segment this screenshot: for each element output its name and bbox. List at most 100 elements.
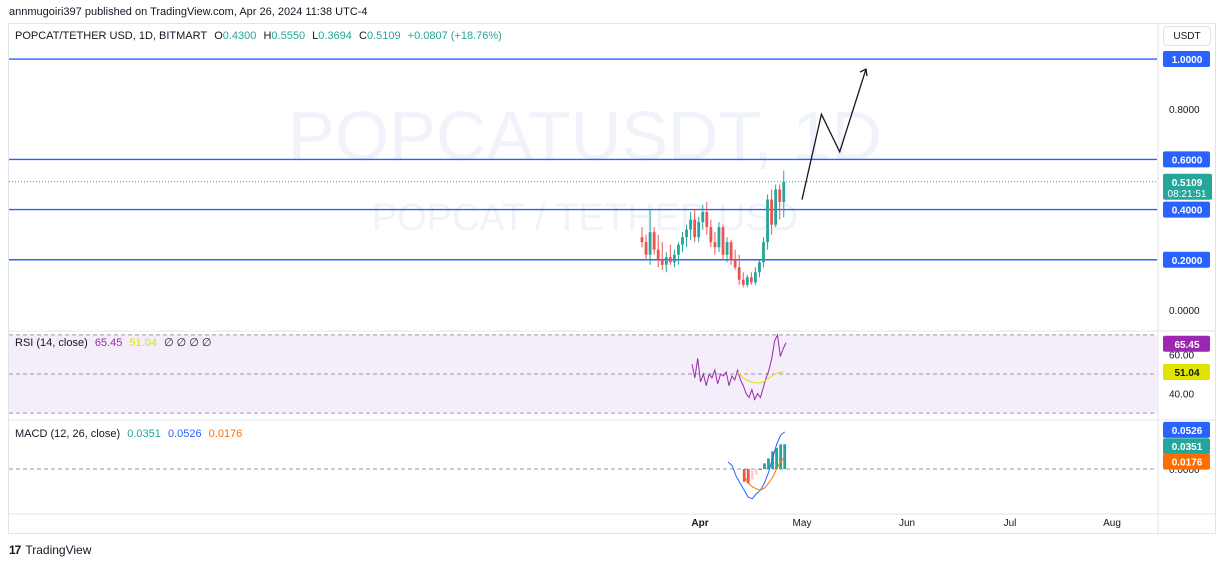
- rsi-legend: RSI (14, close) 65.45 51.04 ∅ ∅ ∅ ∅: [15, 336, 216, 349]
- rsi-title[interactable]: RSI (14, close): [15, 337, 88, 349]
- candle-body-27: [749, 277, 753, 283]
- candle-body-11: [685, 229, 688, 238]
- last-price-value: 0.5109: [1172, 178, 1203, 189]
- histogram-value: 0.0176: [208, 428, 243, 440]
- candle-body-28: [754, 272, 757, 283]
- rsi-ma-label: 51.04: [1174, 368, 1199, 379]
- macd-hist-bar-10: [767, 458, 770, 470]
- rsi-value: 65.45: [94, 337, 123, 349]
- candle-body-13: [693, 219, 697, 238]
- projection-arrowhead-icon: [859, 68, 868, 77]
- level-label-3: 0.2000: [1172, 256, 1203, 267]
- candle-body-15: [701, 212, 705, 223]
- price-axis-tick-1: 0.8000: [1169, 105, 1200, 116]
- macd-axis-tick-0: 0.0000: [1169, 465, 1200, 476]
- level-label-1-bg: [1163, 151, 1210, 168]
- candle-body-18: [713, 242, 717, 248]
- candle-body-0: [640, 237, 644, 243]
- time-axis-tick-4: Aug: [1103, 518, 1121, 529]
- candle-body-31: [766, 199, 769, 243]
- candle-body-5: [660, 259, 664, 265]
- macd-hist-bar-5: [746, 469, 750, 484]
- symbol-legend: POPCAT/TETHER USD, 1D, BITMART O0.4300 H…: [15, 30, 506, 42]
- high-label: H: [263, 30, 272, 42]
- candle-body-29: [758, 262, 761, 273]
- close-label: C: [358, 30, 367, 42]
- rsi-value-label: 65.45: [1174, 340, 1199, 351]
- candle-body-2: [648, 232, 652, 255]
- price-axis-tick-0: 0.0000: [1169, 306, 1200, 317]
- chart-frame: [8, 23, 1216, 534]
- macd-title[interactable]: MACD (12, 26, close): [15, 428, 121, 440]
- rsi-ma-value: 51.04: [129, 337, 157, 349]
- candle-body-26: [745, 277, 749, 285]
- candle-body-6: [664, 257, 668, 265]
- macd-hist-bar-8: [759, 469, 762, 471]
- macd-value: 0.0351: [127, 428, 161, 440]
- macd-hist-bar-6: [750, 469, 754, 480]
- signal-line: [743, 456, 786, 491]
- candle-body-12: [689, 219, 692, 230]
- level-label-2-bg: [1163, 201, 1210, 218]
- signal-value: 0.0526: [167, 428, 202, 440]
- level-label-1: 0.6000: [1172, 155, 1203, 166]
- macd-hist-bar-13: [779, 444, 783, 470]
- candle-body-34: [778, 189, 782, 203]
- time-axis-tick-3: Jul: [1004, 518, 1017, 529]
- symbol-title[interactable]: POPCAT/TETHER USD, 1D, BITMART: [15, 30, 208, 42]
- macd-hist-bar-9: [763, 463, 766, 470]
- change-value: +0.0807 (+18.76%): [407, 30, 502, 42]
- rsi-value-label-bg: [1163, 335, 1210, 352]
- candle-body-1: [644, 242, 648, 255]
- candle-body-25: [741, 279, 745, 285]
- footer-branding[interactable]: 17 TradingView: [9, 543, 91, 557]
- close-value: 0.5109: [366, 30, 401, 42]
- rsi-ma-line: [737, 371, 784, 384]
- time-axis-tick-0: Apr: [691, 518, 708, 529]
- candle-body-21: [725, 242, 729, 255]
- macd-label-2: 0.0176: [1172, 458, 1203, 469]
- last-price-badge-bg: [1163, 173, 1212, 200]
- candle-body-19: [717, 227, 721, 248]
- macd-label-1: 0.0351: [1172, 442, 1203, 453]
- level-label-3-bg: [1163, 251, 1210, 268]
- candle-body-20: [721, 227, 725, 255]
- candle-body-32: [770, 199, 773, 225]
- last-price-countdown: 08:21:51: [1168, 189, 1207, 200]
- time-axis-tick-2: Jun: [899, 518, 915, 529]
- macd-label-1-bg: [1163, 438, 1210, 455]
- rsi-axis-tick-0: 60.00: [1169, 350, 1194, 361]
- tradingview-logo-icon: 17: [9, 543, 21, 557]
- projection-path: [801, 68, 867, 200]
- currency-button[interactable]: USDT: [1163, 26, 1211, 46]
- level-label-2: 0.4000: [1172, 206, 1203, 217]
- macd-hist-bar-12: [775, 447, 778, 470]
- macd-label-2-bg: [1163, 453, 1210, 470]
- macd-line: [727, 431, 786, 500]
- macd-label-0: 0.0526: [1172, 426, 1203, 437]
- candle-body-4: [656, 249, 660, 260]
- open-label: O: [214, 30, 223, 42]
- candle-body-17: [709, 227, 713, 243]
- level-label-0-bg: [1163, 51, 1210, 68]
- candle-body-3: [652, 232, 656, 250]
- candle-body-24: [737, 267, 741, 280]
- candle-body-14: [697, 222, 701, 238]
- macd-hist-bar-7: [754, 469, 758, 475]
- low-label: L: [312, 30, 319, 42]
- attribution-text: annmugoiri397 published on TradingView.c…: [9, 6, 368, 18]
- high-value: 0.5550: [271, 30, 306, 42]
- time-axis-tick-1: May: [793, 518, 812, 529]
- candle-body-8: [673, 254, 676, 263]
- candle-body-9: [677, 244, 680, 255]
- rsi-ma-label-bg: [1163, 363, 1210, 380]
- candle-body-35: [782, 181, 786, 203]
- rsi-line: [691, 333, 787, 401]
- candle-body-30: [762, 242, 765, 263]
- low-value: 0.3694: [318, 30, 352, 42]
- watermark-line1: POPCATUSDT, 1D: [288, 97, 882, 175]
- macd-legend: MACD (12, 26, close) 0.0351 0.0526 0.017…: [15, 428, 246, 440]
- candle-body-16: [705, 212, 709, 228]
- rsi-extra: ∅ ∅ ∅ ∅: [164, 337, 212, 349]
